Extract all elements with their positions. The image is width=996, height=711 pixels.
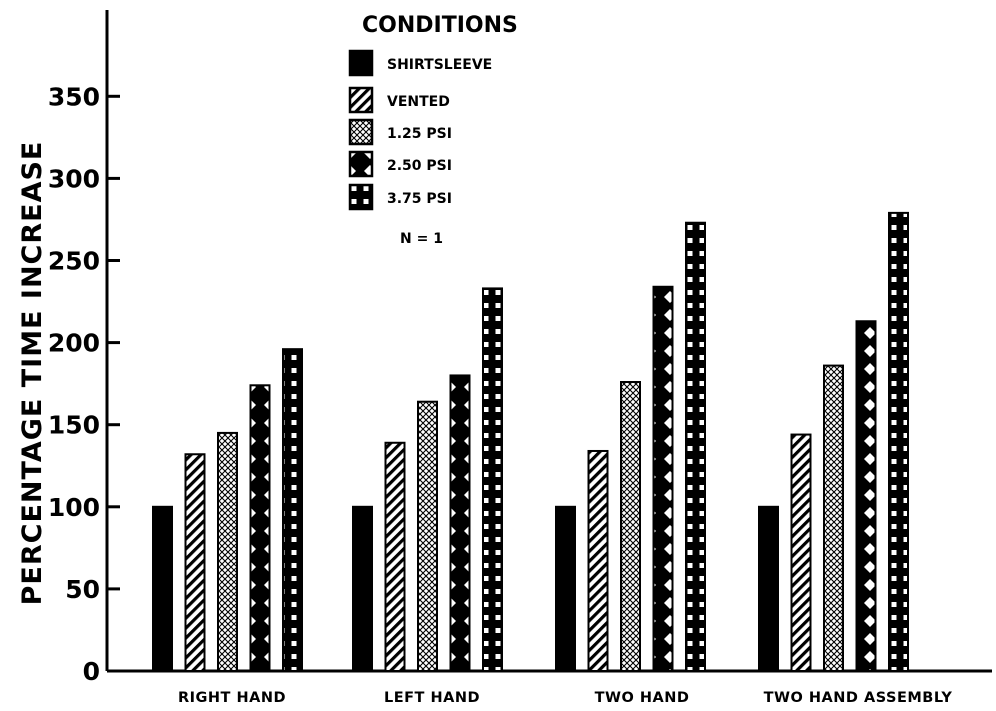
bar-1-25-psi-two-hand — [620, 381, 641, 672]
bar-3-75-psi-left-hand — [482, 287, 503, 672]
x-tick-label: RIGHT HAND — [178, 690, 286, 706]
y-tick-label: 300 — [48, 164, 100, 193]
legend: CONDITIONS SHIRTSLEEVE VENTED 1.25 PSI 2.50… — [348, 13, 518, 247]
y-tick-label: 0 — [83, 657, 100, 686]
y-tick-label: 350 — [48, 82, 100, 111]
legend-swatch-1-25-psi — [348, 118, 374, 146]
legend-label-2-50-psi: 2.50 PSI — [387, 158, 452, 174]
legend-swatch-3-75-psi — [348, 183, 374, 211]
y-tick-label: 50 — [65, 575, 100, 604]
bars — [152, 211, 909, 673]
y-ticks: 0 50 100 150 200 250 300 350 — [48, 82, 120, 686]
bar-vented-left-hand — [384, 441, 406, 672]
bar-2-50-psi-right-hand — [249, 384, 271, 672]
bar-vented-two-hand — [587, 449, 609, 672]
bar-vented-right-hand — [184, 453, 206, 673]
bar-2-50-psi-left-hand — [449, 374, 471, 672]
category-labels: RIGHT HAND LEFT HAND TWO HAND TWO HAND ASSE… — [178, 690, 952, 706]
y-axis-label: PERCENTAGE TIME INCREASE — [17, 141, 48, 606]
legend-label-shirtsleeve: SHIRTSLEEVE — [387, 57, 492, 73]
y-tick-label: 200 — [48, 329, 100, 358]
x-tick-label: TWO HAND — [595, 690, 690, 706]
x-tick-label: LEFT HAND — [384, 690, 480, 706]
bar-3-75-psi-two-hand-assembly — [888, 211, 909, 673]
bar-shirtsleeve-two-hand-assembly — [758, 505, 779, 672]
plot-area: 0 50 100 150 200 250 300 350 RIGHT HAND LEFT HAN… — [48, 10, 992, 706]
bar-1-25-psi-right-hand — [217, 431, 238, 672]
legend-label-vented: VENTED — [387, 94, 450, 110]
legend-items: SHIRTSLEEVE VENTED 1.25 PSI 2.50 PSI 3.75 PS… — [348, 49, 492, 211]
bar-shirtsleeve-left-hand — [352, 505, 373, 672]
bar-3-75-psi-two-hand — [685, 221, 706, 672]
legend-swatch-vented — [348, 86, 374, 114]
bar-3-75-psi-right-hand — [282, 348, 303, 672]
legend-note: N = 1 — [400, 231, 443, 247]
bar-1-25-psi-two-hand-assembly — [823, 364, 844, 672]
bar-2-50-psi-two-hand-assembly — [855, 320, 877, 672]
bar-shirtsleeve-two-hand — [555, 505, 576, 672]
bar-vented-two-hand-assembly — [790, 433, 812, 672]
bar-1-25-psi-left-hand — [417, 400, 438, 672]
legend-swatch-shirtsleeve — [348, 49, 374, 77]
bar-shirtsleeve-right-hand — [152, 505, 173, 672]
legend-label-1-25-psi: 1.25 PSI — [387, 126, 452, 142]
y-tick-label: 150 — [48, 411, 100, 440]
legend-swatch-2-50-psi — [348, 150, 374, 178]
bar-2-50-psi-two-hand — [652, 285, 674, 672]
legend-title: CONDITIONS — [362, 13, 518, 38]
y-tick-label: 100 — [48, 493, 100, 522]
legend-label-3-75-psi: 3.75 PSI — [387, 191, 452, 207]
y-tick-label: 250 — [48, 247, 100, 276]
x-tick-label: TWO HAND ASSEMBLY — [764, 690, 953, 706]
